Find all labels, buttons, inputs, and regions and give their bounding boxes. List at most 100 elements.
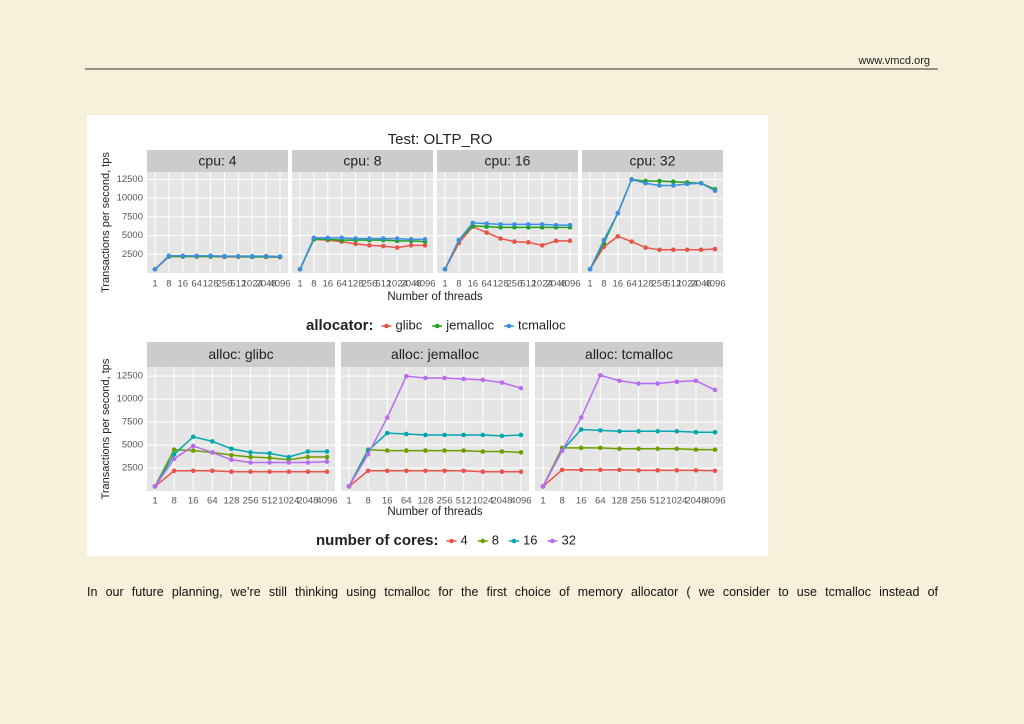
y-tick-label: 5000: [122, 440, 143, 451]
data-point: [598, 428, 603, 433]
x-tick-label: 4096: [316, 496, 337, 507]
data-point: [484, 221, 489, 226]
strip-label: cpu: 4: [198, 153, 236, 169]
data-point: [248, 450, 253, 455]
data-point: [286, 460, 292, 465]
data-point: [601, 237, 607, 243]
x-tick-label: 64: [626, 279, 637, 290]
data-point: [267, 451, 272, 456]
legend-swatch: [511, 538, 517, 544]
x-tick-label: 1: [152, 279, 157, 290]
data-point: [657, 247, 662, 253]
x-tick-label: 1024: [532, 279, 553, 290]
data-point: [249, 253, 255, 259]
data-point: [480, 432, 486, 438]
data-point: [190, 468, 196, 474]
strip: [147, 342, 335, 367]
x-tick-label: 128: [203, 279, 219, 290]
x-tick-label: 2048: [691, 279, 712, 290]
data-point: [518, 469, 524, 475]
series-line: [299, 237, 425, 270]
data-point: [671, 179, 676, 185]
series-line: [542, 374, 716, 487]
data-point: [365, 451, 371, 457]
x-tick-label: 8: [171, 496, 176, 507]
y-tick-label: 10000: [117, 193, 143, 204]
data-point: [248, 454, 253, 460]
x-tick-label: 64: [595, 496, 606, 507]
strip-label: cpu: 16: [485, 153, 531, 169]
x-tick-label: 512: [650, 496, 666, 507]
y-axis-title: Transactions per second, tps: [100, 358, 112, 499]
data-point: [404, 448, 409, 453]
data-point: [636, 446, 641, 452]
legend-label: 32: [561, 532, 575, 547]
series-line: [589, 178, 716, 270]
data-point: [617, 446, 622, 452]
x-tick-label: 1024: [387, 279, 408, 290]
x-tick-label: 128: [418, 496, 434, 507]
data-point: [559, 448, 565, 453]
data-point: [498, 222, 503, 227]
data-point: [518, 432, 524, 438]
data-point: [598, 467, 603, 473]
x-tick-label: 64: [191, 279, 202, 290]
data-point: [277, 254, 283, 259]
x-tick-label: 16: [322, 279, 333, 290]
x-tick-label: 16: [188, 496, 199, 507]
x-tick-label: 1024: [242, 279, 263, 290]
data-point: [353, 236, 358, 241]
x-tick-label: 512: [230, 279, 246, 290]
data-point: [442, 432, 447, 438]
data-point: [617, 378, 622, 384]
legend-title: number of cores:: [316, 532, 439, 549]
series-line: [154, 255, 281, 270]
data-point: [381, 243, 386, 249]
legend-label: 4: [461, 532, 468, 547]
legend-label: tcmalloc: [518, 317, 566, 332]
data-point: [587, 266, 593, 272]
x-axis-title: Number of threads: [387, 506, 482, 518]
data-point: [629, 177, 634, 182]
data-point: [190, 434, 196, 440]
data-point: [222, 253, 227, 259]
data-point: [353, 241, 358, 247]
data-point: [381, 236, 386, 241]
legend-label: 16: [523, 532, 537, 547]
data-point: [693, 447, 699, 452]
data-point: [684, 247, 690, 253]
data-point: [499, 449, 505, 454]
legend-swatch: [449, 538, 454, 544]
x-tick-label: 1024: [472, 496, 493, 507]
data-point: [394, 245, 400, 250]
data-point: [248, 460, 253, 465]
x-tick-label: 1: [346, 496, 351, 507]
data-point: [712, 447, 718, 452]
data-point: [480, 449, 486, 454]
data-point: [674, 446, 680, 452]
data-point: [518, 385, 524, 391]
data-point: [674, 379, 680, 384]
data-point: [422, 237, 428, 242]
x-tick-label: 16: [177, 279, 188, 290]
data-point: [442, 448, 447, 453]
panel-background: [582, 172, 723, 273]
data-point: [286, 454, 292, 460]
series-line: [348, 448, 522, 487]
data-point: [712, 429, 718, 435]
x-tick-label: 8: [311, 279, 316, 290]
data-point: [311, 235, 317, 241]
x-tick-label: 256: [507, 279, 523, 290]
data-point: [442, 266, 448, 272]
x-tick-label: 16: [612, 279, 623, 290]
data-point: [615, 210, 621, 216]
data-point: [394, 236, 400, 241]
legend-label: glibc: [396, 317, 423, 332]
x-tick-label: 1024: [278, 496, 299, 507]
data-point: [210, 450, 215, 455]
data-point: [636, 428, 641, 434]
data-point: [248, 469, 253, 475]
data-point: [539, 243, 545, 248]
data-point: [643, 245, 648, 250]
x-tick-label: 8: [601, 279, 606, 290]
